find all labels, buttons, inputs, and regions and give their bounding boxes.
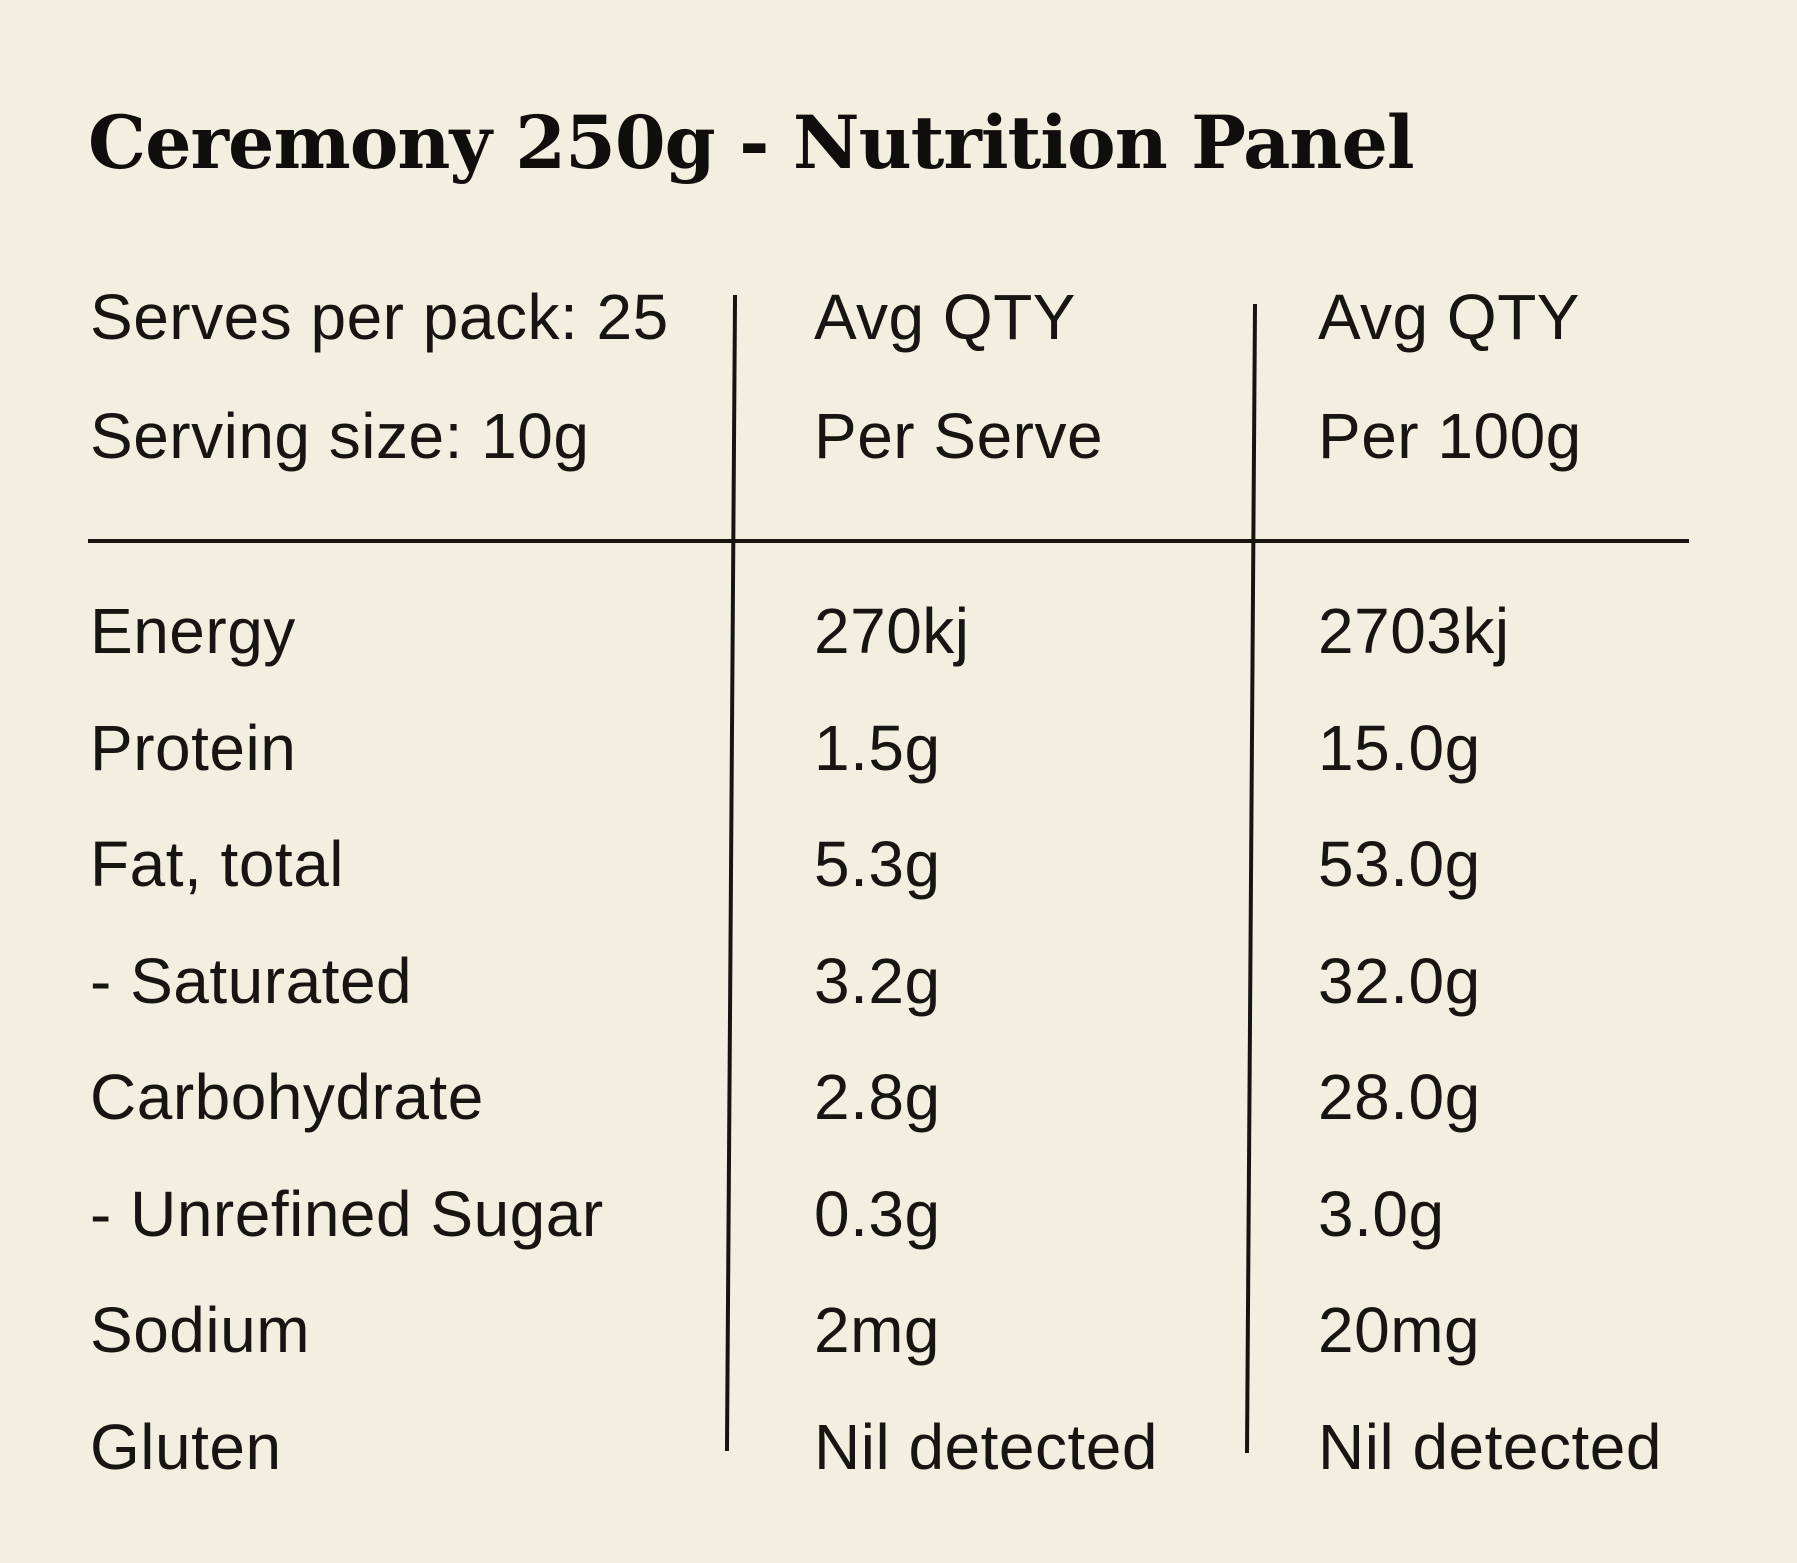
row-sodium-per-100g-value: 20mg <box>1318 1294 1481 1366</box>
row-label-saturated: - Saturated <box>90 945 413 1017</box>
page-title: Ceremony 250g - Nutrition Panel <box>88 100 1415 186</box>
row-protein-per-100g-value: 15.0g <box>1318 712 1481 784</box>
row-carbohydrate-per-serve-value: 2.8g <box>814 1061 941 1133</box>
serving-size-label: Serving size: 10g <box>90 400 590 472</box>
row-fat-total-per-100g-value: 53.0g <box>1318 828 1481 900</box>
row-energy-per-100g-value: 2703kj <box>1318 595 1510 667</box>
row-label-carbohydrate: Carbohydrate <box>90 1061 484 1133</box>
per-100g-qty-header: Avg QTY <box>1318 281 1580 353</box>
row-unrefined-sugar-per-serve-value: 0.3g <box>814 1178 941 1250</box>
row-gluten-per-100g-value: Nil detected <box>1318 1411 1662 1483</box>
header-divider-line <box>88 539 1689 543</box>
serves-per-pack-label: Serves per pack: 25 <box>90 281 669 353</box>
per-serve-unit-header: Per Serve <box>814 400 1104 472</box>
row-label-unrefined-sugar: - Unrefined Sugar <box>90 1178 604 1250</box>
row-protein-per-serve-value: 1.5g <box>814 712 941 784</box>
row-saturated-per-100g-value: 32.0g <box>1318 945 1481 1017</box>
per-serve-qty-header: Avg QTY <box>814 281 1076 353</box>
column-divider-per-serve <box>724 295 738 1451</box>
row-label-protein: Protein <box>90 712 297 784</box>
row-label-sodium: Sodium <box>90 1294 310 1366</box>
row-label-fat-total: Fat, total <box>90 828 344 900</box>
column-divider-per-100g <box>1244 304 1258 1454</box>
row-saturated-per-serve-value: 3.2g <box>814 945 941 1017</box>
row-gluten-per-serve-value: Nil detected <box>814 1411 1158 1483</box>
row-unrefined-sugar-per-100g-value: 3.0g <box>1318 1178 1445 1250</box>
row-fat-total-per-serve-value: 5.3g <box>814 828 941 900</box>
row-sodium-per-serve-value: 2mg <box>814 1294 940 1366</box>
row-label-gluten: Gluten <box>90 1411 282 1483</box>
row-energy-per-serve-value: 270kj <box>814 595 970 667</box>
row-label-energy: Energy <box>90 595 296 667</box>
per-100g-unit-header: Per 100g <box>1318 400 1582 472</box>
row-carbohydrate-per-100g-value: 28.0g <box>1318 1061 1481 1133</box>
